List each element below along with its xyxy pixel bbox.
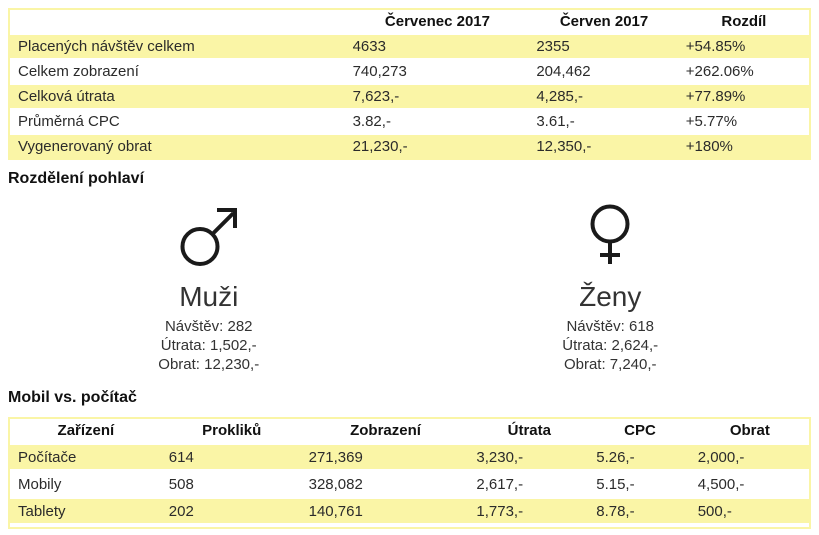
table-row: Počítače 614 271,369 3,230,- 5.26,- 2,00… (10, 445, 809, 469)
metric-label: Vygenerovaný obrat (18, 138, 152, 155)
section-title-gender: Rozdělení pohlaví (8, 170, 145, 187)
gender-name: Ženy (579, 281, 642, 312)
metric-label: Průměrná CPC (18, 113, 120, 130)
male-icon (179, 204, 239, 268)
column-header-diff: Rozdíl (721, 13, 767, 30)
diff-value: +77.89% (685, 88, 746, 105)
cpc-value: 8.78,- (596, 502, 635, 520)
metric-label: Placených návštěv celkem (18, 38, 195, 55)
table-row: Mobily 508 328,082 2,617,- 5.15,- 4,500,… (10, 472, 809, 496)
table-row: Tablety 202 140,761 1,773,- 8.78,- 500,- (10, 499, 809, 523)
revenue-value: 500,- (697, 502, 732, 520)
june-value: 3.61,- (536, 113, 575, 130)
gender-stats: Návštěv: 282 Útrata: 1,502,- Obrat: 12,2… (158, 317, 259, 374)
july-value: 740,273 (352, 63, 407, 80)
clicks-value: 508 (168, 475, 194, 493)
diff-value: +180% (685, 138, 733, 155)
female-icon (587, 204, 633, 268)
device-label: Tablety (18, 502, 66, 520)
impressions-value: 328,082 (308, 475, 363, 493)
table-row: Vygenerovaný obrat 21,230,- 12,350,- +18… (10, 135, 809, 158)
gender-visits: Návštěv: 282 (164, 318, 253, 335)
clicks-value: 614 (168, 448, 194, 466)
column-header-cpc: CPC (624, 422, 656, 439)
device-label: Počítače (18, 448, 77, 466)
gender-row: Muži Návštěv: 282 Útrata: 1,502,- Obrat:… (8, 204, 811, 374)
cpc-value: 5.26,- (596, 448, 635, 466)
impressions-value: 271,369 (308, 448, 363, 466)
device-table: Zařízení Prokliků Zobrazení Útrata CPC O… (8, 417, 811, 529)
table-row: Průměrná CPC 3.82,- 3.61,- +5.77% (10, 110, 809, 133)
metric-label: Celková útrata (18, 88, 115, 105)
gender-column-male: Muži Návštěv: 282 Útrata: 1,502,- Obrat:… (8, 204, 410, 374)
gender-spend: Útrata: 2,624,- (562, 337, 659, 354)
june-value: 2355 (536, 38, 570, 55)
gender-name: Muži (179, 281, 239, 312)
column-header-spend: Útrata (507, 422, 551, 439)
clicks-value: 202 (168, 502, 194, 520)
table-row: Celkem zobrazení 740,273 204,462 +262.06… (10, 60, 809, 83)
column-header-device: Zařízení (57, 422, 115, 439)
june-value: 204,462 (536, 63, 591, 80)
gender-spend: Útrata: 1,502,- (160, 337, 257, 354)
section-title-devices: Mobil vs. počítač (8, 389, 137, 406)
impressions-value: 140,761 (308, 502, 363, 520)
gender-column-female: Ženy Návštěv: 618 Útrata: 2,624,- Obrat:… (410, 204, 812, 374)
revenue-value: 2,000,- (697, 448, 745, 466)
spend-value: 1,773,- (476, 502, 524, 520)
device-header-row: Zařízení Prokliků Zobrazení Útrata CPC O… (10, 419, 809, 442)
gender-revenue: Obrat: 12,230,- (158, 356, 260, 373)
revenue-value: 4,500,- (697, 475, 745, 493)
column-header-clicks: Prokliků (202, 422, 262, 439)
metric-label: Celkem zobrazení (18, 63, 139, 80)
diff-value: +262.06% (685, 63, 754, 80)
cpc-value: 5.15,- (596, 475, 635, 493)
column-header-july: Červenec 2017 (384, 13, 490, 30)
table-row: Celková útrata 7,623,- 4,285,- +77.89% (10, 85, 809, 108)
july-value: 4633 (352, 38, 386, 55)
column-header-revenue: Obrat (729, 422, 770, 439)
diff-value: +54.85% (685, 38, 746, 55)
comparison-header-row: Červenec 2017 Červen 2017 Rozdíl (10, 10, 809, 33)
gender-stats: Návštěv: 618 Útrata: 2,624,- Obrat: 7,24… (562, 317, 658, 374)
column-header-metric (10, 10, 346, 33)
table-row: Placených návštěv celkem 4633 2355 +54.8… (10, 35, 809, 58)
july-value: 7,623,- (352, 88, 400, 105)
gender-visits: Návštěv: 618 (566, 318, 655, 335)
spend-value: 2,617,- (476, 475, 524, 493)
june-value: 12,350,- (536, 138, 592, 155)
column-header-impressions: Zobrazení (350, 422, 421, 439)
gender-revenue: Obrat: 7,240,- (563, 356, 657, 373)
june-value: 4,285,- (536, 88, 584, 105)
july-value: 3.82,- (352, 113, 391, 130)
spend-value: 3,230,- (476, 448, 524, 466)
july-value: 21,230,- (352, 138, 408, 155)
column-header-june: Červen 2017 (559, 13, 649, 30)
device-label: Mobily (18, 475, 62, 493)
comparison-table: Červenec 2017 Červen 2017 Rozdíl Placený… (8, 8, 811, 160)
diff-value: +5.77% (685, 113, 738, 130)
